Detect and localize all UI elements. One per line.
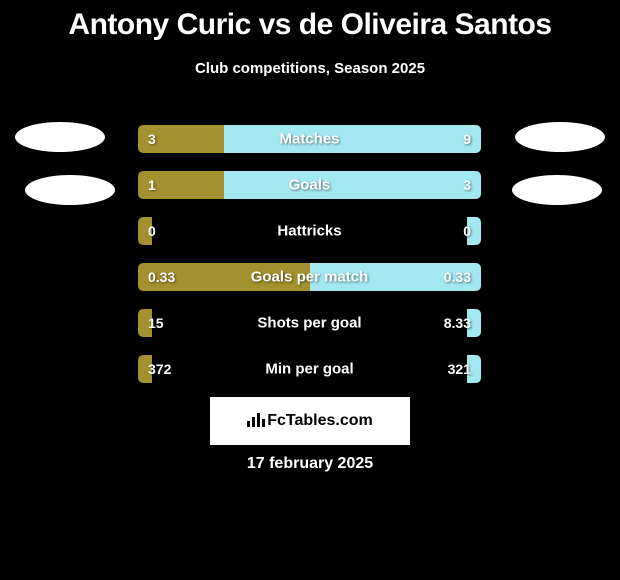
stat-label: Hattricks: [277, 223, 341, 240]
stat-row-min-per-goal: 372 Min per goal 321: [138, 355, 481, 383]
value-left: 372: [148, 361, 171, 377]
bar-right: [224, 125, 481, 153]
player-right-avatar-1: [515, 122, 605, 152]
value-right: 0: [463, 223, 471, 239]
stat-label: Shots per goal: [257, 315, 361, 332]
player-left-avatar-1: [15, 122, 105, 152]
value-left: 3: [148, 131, 156, 147]
value-right: 9: [463, 131, 471, 147]
stat-row-shots-per-goal: 15 Shots per goal 8.33: [138, 309, 481, 337]
stat-label: Min per goal: [265, 361, 353, 378]
stat-row-goals: 1 Goals 3: [138, 171, 481, 199]
logo-text: FcTables.com: [267, 412, 373, 430]
value-left: 0.33: [148, 269, 175, 285]
page-title: Antony Curic vs de Oliveira Santos: [0, 0, 620, 42]
subtitle: Club competitions, Season 2025: [0, 60, 620, 77]
bars-icon: [247, 411, 265, 432]
stat-row-matches: 3 Matches 9: [138, 125, 481, 153]
stat-label: Goals per match: [251, 269, 369, 286]
value-left: 15: [148, 315, 164, 331]
stat-label: Goals: [289, 177, 331, 194]
stat-row-hattricks: 0 Hattricks 0: [138, 217, 481, 245]
value-right: 0.33: [444, 269, 471, 285]
stats-container: 3 Matches 9 1 Goals 3 0 Hattricks 0 0.33…: [138, 125, 481, 401]
value-right: 321: [448, 361, 471, 377]
value-left: 0: [148, 223, 156, 239]
stat-label: Matches: [279, 131, 339, 148]
date-label: 17 february 2025: [0, 455, 620, 473]
player-right-avatar-2: [512, 175, 602, 205]
value-right: 3: [463, 177, 471, 193]
player-left-avatar-2: [25, 175, 115, 205]
stat-row-goals-per-match: 0.33 Goals per match 0.33: [138, 263, 481, 291]
fctables-logo[interactable]: FcTables.com: [210, 397, 410, 445]
bar-right: [224, 171, 481, 199]
value-left: 1: [148, 177, 156, 193]
value-right: 8.33: [444, 315, 471, 331]
